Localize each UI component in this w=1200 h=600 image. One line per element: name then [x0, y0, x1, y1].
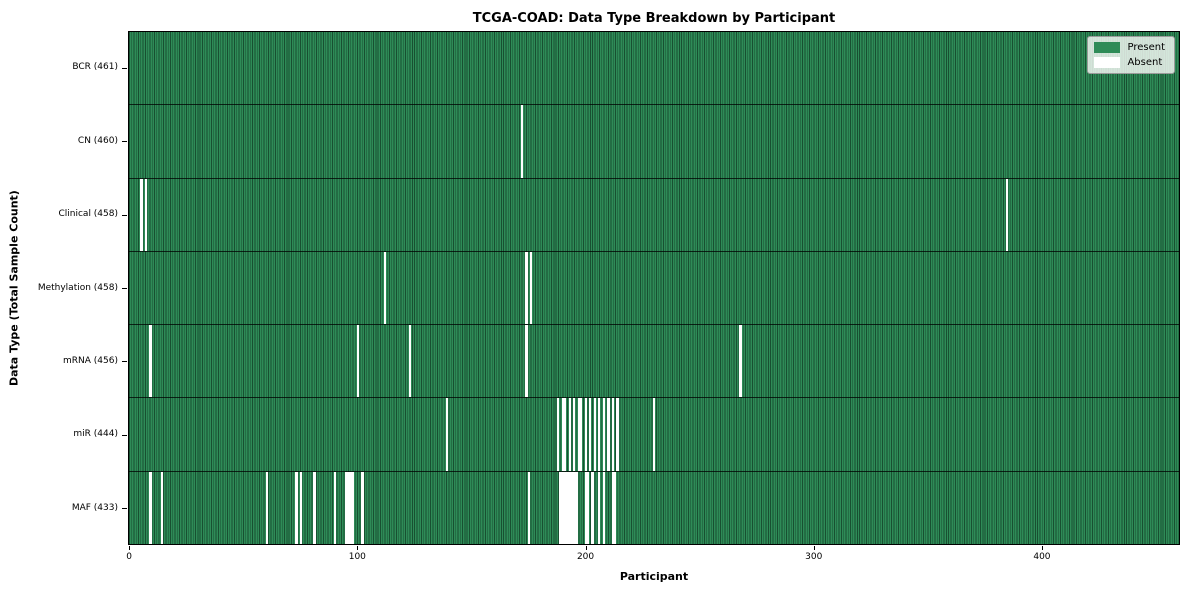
x-tick-label: 400 [1033, 552, 1051, 562]
absent-mark [568, 398, 571, 471]
absent-mark [525, 325, 528, 398]
absent-mark [1005, 178, 1009, 251]
absent-mark [527, 471, 530, 544]
x-tick-mark [813, 546, 815, 550]
absent-mark [144, 178, 148, 251]
absent-mark [566, 471, 569, 544]
chart-title: TCGA-COAD: Data Type Breakdown by Partic… [472, 11, 836, 26]
absent-mark [445, 398, 448, 471]
row-clinical [129, 177, 1179, 251]
absent-mark [591, 471, 594, 544]
absent-mark [602, 398, 606, 471]
y-tick-label: BCR (461) [72, 62, 118, 73]
absent-mark [160, 471, 164, 544]
y-tick-mark [122, 434, 127, 436]
x-tick-label: 0 [126, 552, 132, 562]
absent-mark [584, 398, 587, 471]
x-tick-mark [585, 546, 587, 550]
legend: Present Absent [1087, 36, 1175, 74]
legend-present-swatch [1094, 42, 1121, 53]
absent-mark [561, 471, 565, 544]
row-mir [129, 397, 1179, 471]
legend-entry-absent: Absent [1094, 57, 1165, 68]
absent-mark [575, 471, 578, 544]
absent-mark [384, 251, 387, 325]
absent-mark [361, 471, 364, 544]
absent-mark [265, 471, 268, 544]
row-bcr [129, 32, 1179, 105]
x-tick-label: 200 [576, 552, 595, 562]
legend-present-label: Present [1127, 42, 1165, 53]
plot-area [128, 31, 1180, 545]
absent-mark [602, 471, 606, 544]
row-maf [129, 470, 1179, 544]
absent-mark [568, 471, 571, 544]
absent-mark [529, 251, 533, 325]
y-tick-label: Methylation (458) [37, 282, 118, 293]
x-axis-label: Participant [619, 570, 689, 583]
y-tick-mark [122, 214, 127, 216]
y-tick-label: Clinical (458) [58, 209, 118, 220]
absent-mark [561, 398, 565, 471]
absent-mark [409, 325, 412, 398]
absent-mark [313, 471, 316, 544]
y-tick-mark [122, 288, 127, 289]
absent-mark [356, 325, 360, 398]
absent-mark [140, 178, 143, 251]
legend-absent-swatch [1094, 57, 1121, 68]
absent-mark [573, 398, 576, 471]
y-tick-mark [122, 141, 127, 143]
legend-absent-label: Absent [1127, 57, 1163, 68]
absent-mark [584, 471, 587, 544]
absent-mark [570, 471, 574, 544]
y-tick-label: miR (444) [73, 429, 118, 440]
y-tick-mark [122, 361, 127, 363]
row-methylation [129, 250, 1179, 325]
row-cn [129, 104, 1179, 178]
legend-entry-present: Present [1094, 42, 1165, 53]
absent-mark [333, 471, 337, 544]
absent-mark [352, 471, 355, 544]
absent-mark [347, 471, 350, 544]
absent-mark [349, 471, 353, 544]
absent-mark [579, 398, 583, 471]
y-tick-label: MAF (433) [71, 502, 118, 513]
absent-mark [611, 398, 615, 471]
absent-mark [520, 105, 524, 178]
y-tick-label: mRNA (456) [63, 355, 118, 366]
absent-mark [577, 398, 580, 471]
x-tick-mark [1041, 546, 1043, 550]
absent-mark [149, 471, 152, 544]
x-tick-mark [357, 546, 359, 550]
y-tick-mark [122, 508, 127, 510]
absent-mark [614, 471, 617, 544]
x-tick-label: 300 [805, 552, 823, 562]
absent-mark [564, 398, 567, 471]
absent-mark [611, 471, 615, 544]
absent-mark [557, 398, 560, 471]
absent-mark [149, 325, 152, 398]
x-tick-label: 100 [348, 552, 366, 562]
absent-mark [573, 471, 576, 544]
absent-mark [652, 398, 656, 471]
absent-mark [586, 471, 590, 544]
absent-mark [607, 398, 610, 471]
absent-mark [345, 471, 348, 544]
absent-mark [616, 398, 619, 471]
x-tick-mark [129, 546, 131, 550]
absent-mark [593, 398, 596, 471]
absent-mark [589, 398, 592, 471]
absent-mark [299, 471, 303, 544]
y-tick-label: CN (460) [77, 135, 118, 146]
absent-mark [295, 471, 298, 544]
absent-mark [739, 325, 742, 398]
absent-mark [564, 471, 567, 544]
y-tick-mark [122, 67, 127, 69]
absent-mark [598, 398, 601, 471]
absent-mark [525, 251, 528, 325]
absent-mark [559, 471, 562, 544]
absent-mark [598, 471, 601, 544]
row-mrna [129, 324, 1179, 398]
